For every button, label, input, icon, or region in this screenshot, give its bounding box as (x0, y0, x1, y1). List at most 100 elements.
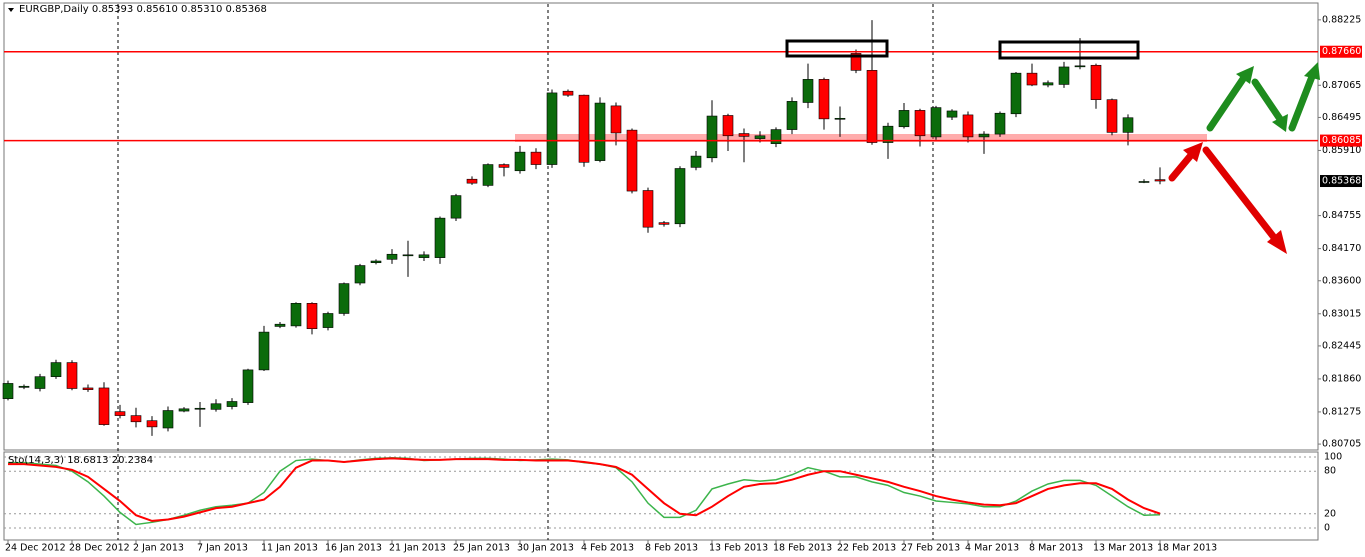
candle-body (850, 53, 862, 71)
candle-body (674, 168, 686, 225)
candle-body (722, 115, 734, 137)
y-tick-label: 0.80705 (1322, 439, 1361, 450)
box (998, 40, 1140, 60)
candle-body (66, 362, 78, 389)
main-value: 18.6813 (67, 455, 108, 466)
candle-body (578, 94, 590, 163)
x-tick-label: 27 Feb 2013 (901, 543, 960, 554)
green-arrows (1206, 70, 1317, 132)
candle-body (690, 155, 702, 168)
candle-body (466, 178, 478, 184)
indicator-name: Sto(14,3,3) (8, 455, 64, 466)
candle-body (914, 110, 926, 137)
main-panel (3, 2, 1319, 451)
high: 0.85610 (136, 4, 177, 15)
candle-body (418, 254, 430, 258)
x-tick-label: 25 Jan 2013 (453, 543, 510, 554)
candle-body (82, 387, 94, 390)
candle-body (642, 190, 654, 228)
candle-body (34, 376, 46, 389)
y-tick-label: 0.88225 (1322, 14, 1361, 25)
x-tick-label: 2 Jan 2013 (133, 543, 184, 554)
level-label-bg (1320, 134, 1362, 147)
y-tick-label: 0.84170 (1322, 243, 1361, 254)
candle-body (882, 125, 894, 143)
close: 0.85368 (226, 4, 267, 15)
y-tick-label: 0.85910 (1322, 145, 1361, 156)
candle-body (802, 79, 814, 103)
candle-body (210, 403, 222, 410)
candle-body (770, 129, 782, 144)
low: 0.85310 (181, 4, 222, 15)
candle-body (1042, 82, 1054, 86)
candle-body (18, 385, 30, 388)
x-tick-label: 13 Feb 2013 (709, 543, 768, 554)
y-tick-label: 0.87065 (1322, 80, 1361, 91)
candle-body (178, 408, 190, 412)
y-tick-label: 100 (1324, 452, 1342, 463)
candle-body (706, 115, 718, 159)
candle-body (930, 107, 942, 138)
candle-body (162, 410, 174, 429)
candle-body (1154, 179, 1166, 182)
candle-body (258, 331, 270, 371)
y-tick-label: 0.83600 (1322, 275, 1361, 286)
candle-body (306, 303, 318, 330)
level-label: 0.87660 (1322, 46, 1361, 57)
x-tick-label: 24 Dec 2012 (5, 543, 66, 554)
x-tick-label: 22 Feb 2013 (837, 543, 896, 554)
x-tick-label: 18 Feb 2013 (773, 543, 832, 554)
candle-body (1106, 99, 1118, 133)
sub-panel (3, 451, 1319, 541)
candle-body (370, 260, 382, 264)
candle-body (546, 92, 558, 165)
candle-body (626, 129, 638, 192)
candle-body (386, 253, 398, 260)
y-tick-label: 0.84755 (1322, 210, 1361, 221)
level-label: 0.86085 (1322, 135, 1361, 146)
stoch-line (8, 457, 1161, 522)
x-tick-label: 4 Feb 2013 (581, 543, 634, 554)
zone (515, 134, 1207, 142)
y-tick-label: 0.82445 (1322, 340, 1361, 351)
x-tick-label: 11 Jan 2013 (261, 543, 318, 554)
x-tick-label: 8 Feb 2013 (645, 543, 698, 554)
x-tick-label: 30 Jan 2013 (517, 543, 574, 554)
candle-body (1074, 65, 1086, 68)
candle-body (146, 420, 158, 428)
symbol: EURGBP,Daily (19, 4, 89, 15)
candle-body (114, 411, 126, 416)
price-label-bg (1320, 175, 1362, 188)
header: EURGBP,Daily 0.85393 0.85610 0.85310 0.8… (19, 4, 267, 15)
candle-body (1058, 66, 1070, 85)
marks: 0.88225 0.87065 0.86495 0.85910 0.84755 0.841… (2, 14, 1362, 554)
candle-body (1122, 117, 1134, 133)
candle-body (50, 362, 62, 377)
x-tick-label: 13 Mar 2013 (1093, 543, 1153, 554)
candle-body (274, 323, 286, 327)
candle-body (2, 383, 14, 399)
y-tick-label: 0.83015 (1322, 308, 1361, 319)
candle-body (530, 151, 542, 165)
candle-body (482, 164, 494, 186)
candle-body (1138, 181, 1150, 183)
candle-body (514, 151, 526, 172)
candle-body (434, 217, 446, 258)
candle-body (290, 303, 302, 327)
open: 0.85393 (92, 4, 133, 15)
candle-body (994, 112, 1006, 135)
x-tick-label: 7 Jan 2013 (197, 543, 248, 554)
red-arrows (1168, 146, 1280, 244)
x-tick-label: 18 Mar 2013 (1157, 543, 1217, 554)
candle-body (242, 369, 254, 403)
candle-body (594, 102, 606, 161)
signal-value: 20.2384 (112, 455, 153, 466)
candle-body (818, 79, 830, 120)
candle-body (946, 110, 958, 118)
menu-icon (8, 8, 14, 12)
candle-body (98, 387, 110, 425)
x-tick-label: 21 Jan 2013 (389, 543, 446, 554)
candle-body (562, 90, 574, 96)
x-tick-label: 8 Mar 2013 (1029, 543, 1083, 554)
